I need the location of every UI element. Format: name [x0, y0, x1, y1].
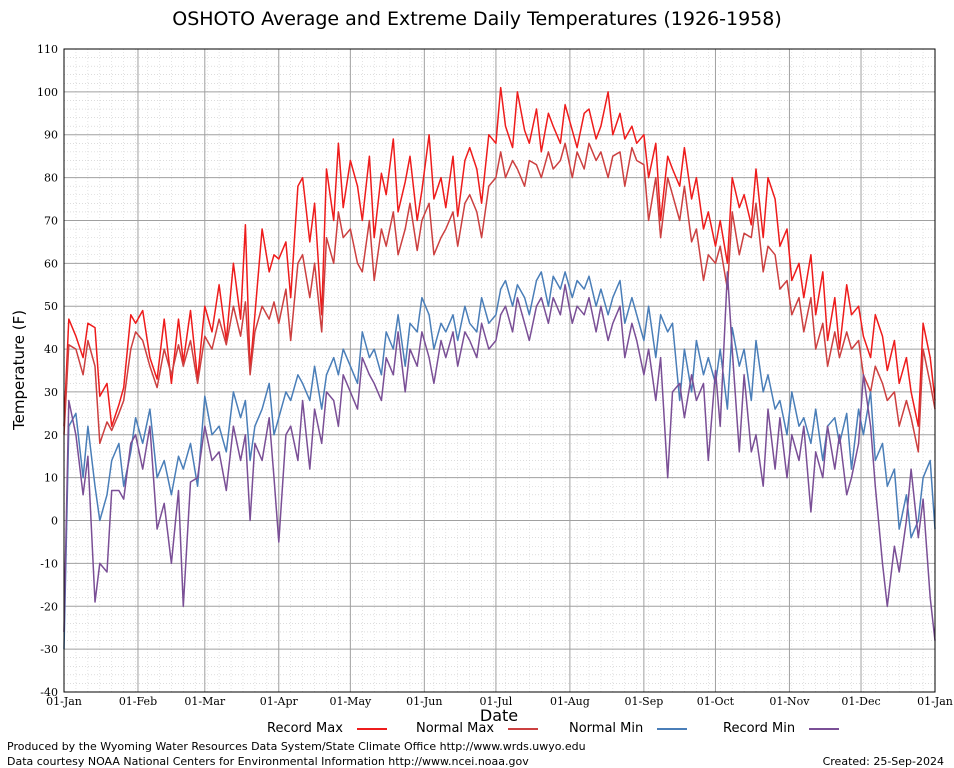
legend-item-normal-max: Normal Max	[416, 721, 539, 736]
plot-area	[64, 49, 935, 692]
series-line-normal-min	[63, 271, 936, 650]
legend-label-record-max: Record Max	[267, 721, 343, 736]
x-tick-label: 01-Sep	[624, 695, 663, 708]
footer-data-courtesy: Data courtesy NOAA National Centers for …	[7, 755, 529, 768]
x-tick-label: 01-May	[329, 695, 372, 708]
legend-label-normal-max: Normal Max	[416, 721, 495, 736]
series-line-normal-max	[63, 142, 936, 453]
x-tick-label: 01-Feb	[119, 695, 157, 708]
y-axis-label: Temperature (F)	[10, 309, 28, 430]
legend-swatch-record-max	[356, 727, 387, 730]
footer-produced-by: Produced by the Wyoming Water Resources …	[7, 740, 586, 753]
x-tick-label: 01-Aug	[550, 695, 590, 708]
series-line-record-max	[63, 86, 936, 427]
chart-title: OSHOTO Average and Extreme Daily Tempera…	[172, 8, 782, 30]
legend: Record Max Normal Max Normal Min Record …	[0, 721, 954, 741]
y-tick-label: -40	[40, 686, 58, 699]
x-axis-label: Date	[479, 706, 519, 725]
y-tick-label: 20	[44, 429, 58, 442]
y-tick-label: 30	[44, 386, 58, 399]
footer-created: Created: 25-Sep-2024	[822, 755, 944, 768]
series-line-record-min	[63, 271, 936, 641]
x-tick-label: 01-Mar	[184, 695, 226, 708]
y-tick-label: 0	[51, 515, 58, 528]
y-tick-label: 90	[44, 129, 58, 142]
legend-label-record-min: Record Min	[723, 721, 796, 736]
y-tick-label: 100	[37, 86, 58, 99]
y-tick-label: 50	[44, 300, 58, 313]
y-tick-label: 110	[37, 43, 58, 56]
legend-item-normal-min: Normal Min	[569, 721, 688, 736]
x-tick-label: 01-Jan	[917, 695, 953, 708]
x-tick-label: 01-Jul	[480, 695, 513, 708]
legend-item-record-min: Record Min	[723, 721, 840, 736]
legend-swatch-normal-max	[508, 727, 539, 730]
legend-item-record-max: Record Max	[267, 721, 387, 736]
legend-swatch-record-min	[809, 727, 840, 730]
y-tick-label: 40	[44, 343, 58, 356]
x-tick-label: 01-Nov	[769, 695, 810, 708]
y-tick-label: 60	[44, 257, 58, 270]
y-tick-label: 70	[44, 214, 58, 227]
x-tick-label: 01-Dec	[841, 695, 880, 708]
y-tick-label: 10	[44, 472, 58, 485]
legend-swatch-normal-min	[657, 727, 688, 730]
legend-label-normal-min: Normal Min	[569, 721, 644, 736]
y-tick-label: -20	[40, 600, 58, 613]
x-tick-label: 01-Oct	[697, 695, 735, 708]
y-tick-label: 80	[44, 172, 58, 185]
y-tick-label: -10	[40, 557, 58, 570]
y-tick-label: -30	[40, 643, 58, 656]
x-tick-label: 01-Jan	[46, 695, 82, 708]
x-tick-label: 01-Jun	[406, 695, 442, 708]
plot-frame	[63, 48, 936, 693]
x-tick-label: 01-Apr	[260, 695, 299, 708]
